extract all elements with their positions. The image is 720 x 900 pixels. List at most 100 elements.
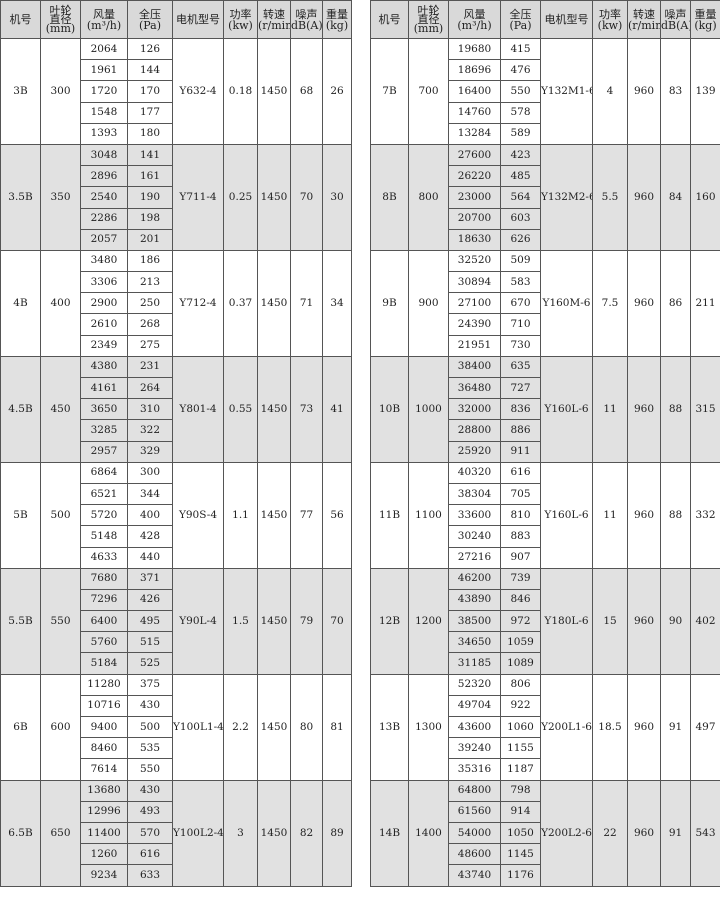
flow-cell: 20700 xyxy=(448,207,501,230)
speed-cell: 960 xyxy=(627,249,661,357)
flow-cell: 11400 xyxy=(80,821,128,845)
weight-cell: 41 xyxy=(322,355,352,463)
weight-cell: 497 xyxy=(690,673,720,781)
weight-cell: 160 xyxy=(690,143,720,251)
pressure-cell: 415 xyxy=(500,37,541,61)
weight-cell: 30 xyxy=(322,143,352,251)
speed-cell: 960 xyxy=(627,567,661,675)
flow-cell: 4633 xyxy=(80,546,128,569)
flow-cell: 2900 xyxy=(80,292,128,315)
table-row: 2900 250 xyxy=(1,292,352,315)
noise-cell: 70 xyxy=(290,143,323,251)
pressure-cell: 509 xyxy=(500,249,541,273)
table-row: 8B 800 27600 423 Y132M2-6 5.5 960 84 160 xyxy=(370,143,720,251)
pressure-cell: 535 xyxy=(127,737,173,760)
header-motor: 电机型号 xyxy=(540,0,593,39)
flow-cell: 3480 xyxy=(80,249,128,273)
flow-cell: 11280 xyxy=(80,673,128,696)
pressure-cell: 1176 xyxy=(500,864,541,887)
pressure-cell: 1155 xyxy=(500,737,541,760)
diameter-cell: 550 xyxy=(40,567,81,675)
table-row: 43890 846 xyxy=(371,588,720,612)
diameter-cell: 1400 xyxy=(408,779,449,887)
model-cell: 11B xyxy=(370,461,409,569)
speed-cell: 960 xyxy=(627,779,661,887)
diameter-cell: 1100 xyxy=(408,461,449,569)
flow-cell: 28800 xyxy=(448,419,501,442)
flow-cell: 26220 xyxy=(448,165,501,188)
flow-cell: 4380 xyxy=(80,355,128,379)
pressure-cell: 570 xyxy=(127,821,173,845)
table-row: 3.5B 350 3048 141 Y711-4 0.25 1450 70 30 xyxy=(0,143,352,251)
table-row: 7B 700 19680 415 Y132M1-6 4 960 83 139 xyxy=(370,37,720,145)
flow-cell: 5148 xyxy=(80,525,128,548)
flow-cell: 3650 xyxy=(80,398,128,421)
power-cell: 1.1 xyxy=(223,461,258,569)
noise-cell: 79 xyxy=(290,567,323,675)
table-row: 38500 972 xyxy=(371,610,720,633)
flow-cell: 10716 xyxy=(80,694,128,718)
table-row: 2349 275 xyxy=(1,334,352,357)
flow-cell: 7680 xyxy=(80,567,128,590)
speed-cell: 1450 xyxy=(257,779,291,887)
pressure-cell: 635 xyxy=(500,355,541,379)
model-cell: 10B xyxy=(370,355,409,463)
diameter-cell: 1300 xyxy=(408,673,449,781)
flow-cell: 46200 xyxy=(448,567,501,590)
power-cell: 0.25 xyxy=(223,143,258,251)
pressure-cell: 730 xyxy=(500,334,541,357)
pressure-cell: 231 xyxy=(127,355,173,379)
pressure-cell: 500 xyxy=(127,715,173,739)
noise-cell: 91 xyxy=(660,673,691,781)
flow-cell: 24390 xyxy=(448,313,501,336)
table-row: 54000 1050 xyxy=(371,821,720,845)
header-model: 机号 xyxy=(370,0,409,39)
table-row: 33600 810 xyxy=(371,504,720,527)
flow-cell: 7296 xyxy=(80,588,128,612)
table-row: 6400 495 xyxy=(1,610,352,633)
model-cell: 3B xyxy=(0,38,41,145)
pressure-cell: 1059 xyxy=(500,631,541,654)
table-row: 1961 144 xyxy=(1,59,352,82)
table-row: 2610 268 xyxy=(1,313,352,336)
pressure-cell: 371 xyxy=(127,567,173,590)
pressure-cell: 264 xyxy=(127,376,173,400)
weight-cell: 89 xyxy=(322,779,352,887)
speed-cell: 1450 xyxy=(257,461,291,569)
pressure-cell: 550 xyxy=(127,758,173,781)
noise-cell: 71 xyxy=(290,249,323,357)
flow-cell: 27600 xyxy=(448,143,501,167)
table-row: 30240 883 xyxy=(371,525,720,548)
table-row: 8460 535 xyxy=(1,737,352,760)
pressure-cell: 564 xyxy=(500,186,541,209)
speed-cell: 1450 xyxy=(257,143,291,251)
weight-cell: 56 xyxy=(322,461,352,569)
diameter-cell: 600 xyxy=(40,673,81,781)
table-row: 25920 911 xyxy=(371,440,720,463)
noise-cell: 91 xyxy=(660,779,691,887)
motor-cell: Y180L-6 xyxy=(540,567,593,675)
header-row: 机号 叶轮 直径 (mm) 风量 (m³/h) 全压 (Pa) 电机型号 功率 (kw) 转… xyxy=(0,0,352,39)
header-diameter: 叶轮 直径 (mm) xyxy=(408,0,449,39)
table-row: 18630 626 xyxy=(371,228,720,251)
motor-cell: Y711-4 xyxy=(172,143,224,251)
pressure-cell: 810 xyxy=(500,504,541,527)
pressure-cell: 423 xyxy=(500,143,541,167)
noise-cell: 82 xyxy=(290,779,323,887)
pressure-cell: 1060 xyxy=(500,715,541,739)
diameter-cell: 650 xyxy=(40,779,81,887)
noise-cell: 77 xyxy=(290,461,323,569)
pressure-cell: 1089 xyxy=(500,652,541,675)
weight-cell: 543 xyxy=(690,779,720,887)
pressure-cell: 161 xyxy=(127,165,173,188)
pressure-cell: 126 xyxy=(127,37,173,61)
noise-cell: 80 xyxy=(290,673,323,781)
table-row: 6521 344 xyxy=(1,482,352,506)
flow-cell: 3306 xyxy=(80,271,128,294)
pressure-cell: 972 xyxy=(500,610,541,633)
pressure-cell: 616 xyxy=(127,843,173,866)
noise-cell: 68 xyxy=(290,38,323,145)
flow-cell: 13284 xyxy=(448,122,501,145)
speed-cell: 960 xyxy=(627,355,661,463)
table-row: 35316 1187 xyxy=(371,758,720,781)
